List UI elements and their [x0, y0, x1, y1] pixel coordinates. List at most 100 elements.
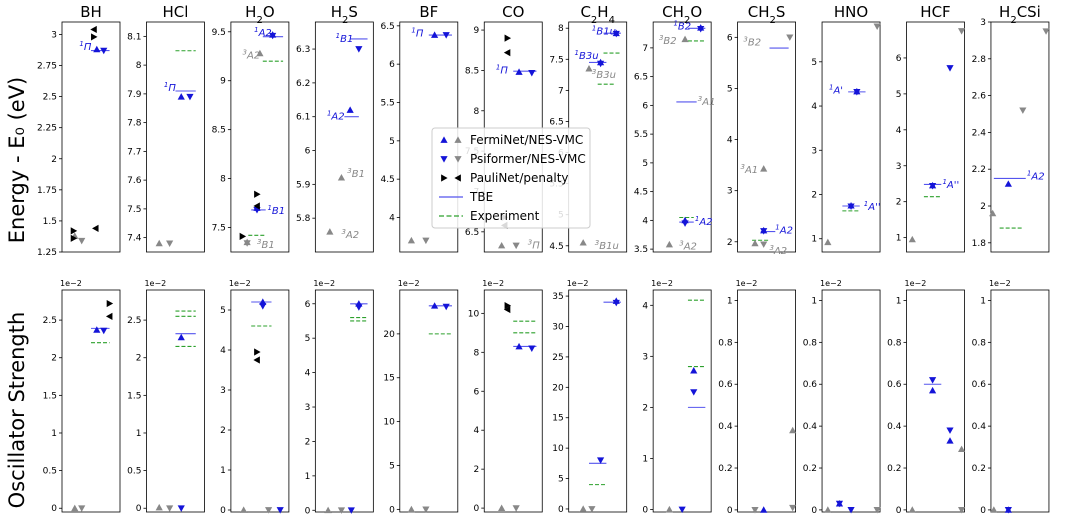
ferminet-marker	[929, 386, 937, 394]
y-tick-label: 2.5	[127, 316, 141, 326]
y-tick-label: 5	[220, 306, 226, 316]
state-label: 1Π	[164, 81, 176, 94]
state-symmetry: A1	[744, 165, 758, 176]
psiformer-marker	[946, 65, 954, 72]
axes-frame	[737, 21, 796, 253]
panel-CH2S-osc: 0 0.2 0.4 0.6 0.8 11e−2	[718, 279, 797, 516]
y-tick-label: 0.5	[43, 467, 57, 477]
y-tick-label: 5	[727, 84, 733, 94]
y-tick-label: 7	[558, 86, 564, 96]
ferminet-marker	[324, 506, 332, 514]
y-tick-label: 6	[389, 60, 395, 70]
y-tick-label: 6	[642, 101, 648, 111]
y-tick-label: 8.1	[127, 32, 141, 42]
y-tick-label: 1	[220, 466, 226, 476]
state-multiplicity: 1	[327, 110, 331, 118]
y-tick-label: 1	[136, 429, 142, 439]
state-multiplicity: 1	[79, 40, 83, 48]
psiformer-marker	[847, 507, 855, 514]
y-tick-label: 0.8	[803, 338, 818, 348]
state-label: 3B2	[659, 34, 677, 47]
y-axis-exponent: 1e−2	[905, 279, 927, 288]
psiformer-marker	[847, 203, 855, 211]
ferminet-marker	[990, 506, 998, 513]
ferminet-marker	[346, 106, 354, 113]
y-tick-label: 6	[305, 147, 311, 157]
state-symmetry: A2	[698, 217, 712, 228]
paulinet-marker	[239, 232, 247, 240]
psiformer-marker	[78, 237, 86, 245]
legend-label: PauliNet/penalty	[470, 171, 569, 185]
state-label: 3B3u	[592, 68, 616, 81]
legend-item: PauliNet/penalty	[441, 171, 569, 185]
y-tick-label: 4	[389, 214, 395, 224]
state-label: 1B1	[267, 204, 285, 217]
state-label: 1B2	[673, 20, 691, 33]
psiformer-marker	[512, 505, 520, 512]
state-symmetry: B1	[352, 169, 365, 180]
ferminet-marker	[958, 445, 966, 453]
state-label: 1A''	[942, 178, 959, 191]
y-tick-label: 7.4	[127, 234, 142, 244]
y-tick-label: 0	[51, 504, 57, 514]
psiformer-marker	[1019, 107, 1027, 114]
y-tick-label: 0	[896, 506, 902, 516]
psiformer-marker	[259, 303, 267, 310]
y-axis-exponent: 1e−2	[820, 279, 842, 288]
axes-frame	[399, 289, 459, 513]
state-symmetry: A2	[773, 246, 787, 257]
ferminet-marker	[908, 506, 916, 513]
panel-BH-energy: 1.25 1.5 1.75 2 2.25 2.5 2.75 3 BH 1Π	[37, 3, 121, 258]
y-tick-label: 3.5	[634, 245, 648, 255]
state-multiplicity: 1	[864, 200, 868, 208]
y-tick-label: 2	[474, 465, 480, 475]
state-symmetry: Π	[84, 42, 92, 53]
ferminet-marker	[946, 437, 954, 444]
paulinet-marker	[504, 301, 512, 310]
y-tick-label: 1.5	[43, 217, 57, 227]
legend-frame	[431, 127, 591, 229]
axes-frame	[483, 289, 543, 513]
y-tick-label: 3	[980, 18, 986, 28]
legend-marker	[440, 136, 448, 143]
y-axis-exponent: 1e−2	[313, 279, 335, 288]
y-tick-label: 4.5	[549, 242, 563, 252]
psiformer-marker	[166, 505, 174, 512]
y-tick-label: 3	[642, 352, 648, 362]
state-symmetry: A2	[330, 112, 344, 123]
psiformer-marker	[269, 32, 277, 40]
y-tick-label: 0	[727, 506, 733, 516]
axes-frame	[568, 289, 628, 513]
state-multiplicity: 3	[698, 95, 702, 103]
y-tick-label: 0.4	[718, 422, 733, 432]
legend: FermiNet/NES-VMC Psiformer/NES-VMC PauliNe…	[431, 127, 591, 229]
legend-item: FermiNet/NES-VMC	[440, 133, 583, 147]
title-part: CSi	[1017, 3, 1041, 21]
state-symmetry: B1u	[596, 26, 616, 37]
state-multiplicity: 3	[743, 35, 747, 43]
axes-frame	[314, 289, 374, 513]
state-multiplicity: 1	[592, 24, 596, 32]
state-multiplicity: 1	[496, 63, 500, 71]
psiformer-marker	[100, 47, 108, 55]
state-symmetry: A2	[258, 28, 272, 39]
title-subscript: 2	[770, 15, 776, 26]
axes-frame	[906, 289, 965, 513]
state-symmetry: B3u	[579, 51, 599, 62]
title-part: C	[580, 3, 590, 21]
y-tick-label: 0	[558, 505, 564, 515]
y-tick-label: 4	[642, 216, 648, 226]
y-tick-label: 5.8	[296, 214, 311, 224]
y-tick-label: 9	[474, 26, 480, 36]
psiformer-marker	[337, 507, 346, 514]
paulinet-marker	[254, 190, 261, 198]
state-symmetry: A2	[1030, 172, 1044, 183]
state-label: 1Π	[411, 27, 423, 40]
state-multiplicity: 3	[592, 68, 596, 76]
state-multiplicity: 3	[243, 48, 247, 56]
psiformer-marker	[789, 504, 797, 512]
psiformer-marker	[612, 30, 620, 38]
y-tick-label: 2	[305, 437, 311, 447]
